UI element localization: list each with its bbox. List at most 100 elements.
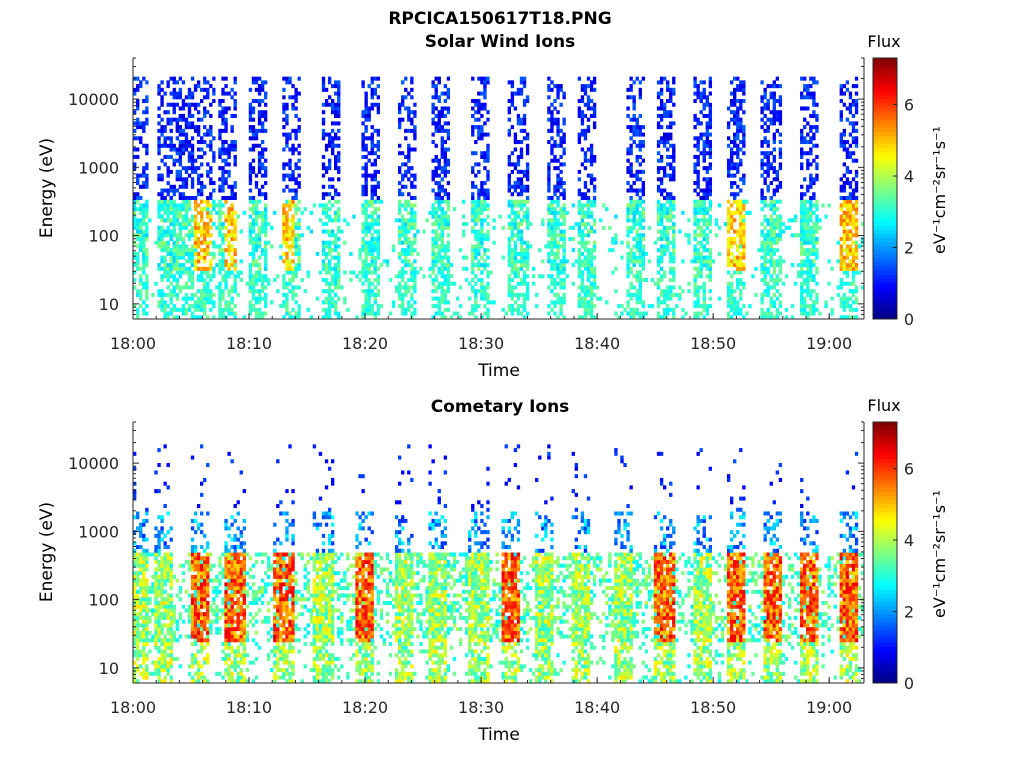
heatmap-cell [410,181,414,186]
heatmap-cell [471,203,475,208]
heatmap-cell [376,218,381,223]
heatmap-cell [605,300,609,305]
heatmap-cell [577,99,582,104]
heatmap-cell [337,113,341,118]
heatmap-cell [413,110,417,115]
heatmap-cell [379,304,384,309]
heatmap-cell [672,199,676,204]
heatmap-cell [519,222,524,227]
heatmap-cell [586,147,591,152]
heatmap-cell [257,236,262,241]
heatmap-cell [297,117,301,122]
heatmap-cell [434,311,438,316]
heatmap-cell [513,259,518,264]
heatmap-cell [218,147,222,152]
heatmap-cell [553,214,557,219]
heatmap-cell [181,184,186,189]
heatmap-cell [324,270,329,275]
heatmap-cell [139,84,143,89]
heatmap-cell [638,199,642,204]
heatmap-cell [471,132,475,137]
heatmap-cell [221,195,225,200]
heatmap-cell [410,270,414,275]
heatmap-cell [516,311,521,316]
heatmap-cell [525,240,530,245]
heatmap-cell [440,285,444,290]
heatmap-cell [440,270,444,275]
heatmap-cell [260,87,265,92]
heatmap-cell [285,214,289,219]
heatmap-cell [251,207,256,212]
heatmap-cell [431,84,435,89]
heatmap-cell [769,195,773,200]
heatmap-cell [803,207,807,212]
heatmap-cell [696,240,700,245]
heatmap-cell [330,240,335,245]
heatmap-cell [157,106,161,111]
heatmap-cell [800,307,804,312]
heatmap-cell [337,166,341,171]
heatmap-cell [513,136,518,141]
heatmap-cell [772,91,776,96]
heatmap-cell [260,80,265,85]
heatmap-cell [800,244,804,249]
heatmap-cell [285,244,289,249]
heatmap-cell [376,251,381,256]
heatmap-cell [638,225,642,230]
heatmap-cell [809,270,813,275]
heatmap-cell [218,304,222,309]
heatmap-cell [656,188,661,193]
heatmap-cell [589,225,594,230]
heatmap-cell [434,169,438,174]
heatmap-cell [562,218,566,223]
heatmap-cell [330,84,335,89]
heatmap-cell [547,311,551,316]
heatmap-cell [800,128,804,133]
heatmap-cell [708,91,713,96]
heatmap-cell [471,113,475,118]
heatmap-cell [562,240,566,245]
heatmap-cell [196,315,201,320]
heatmap-cell [693,154,697,159]
heatmap-cell [142,307,146,312]
heatmap-cell [702,218,706,223]
heatmap-cell [809,199,813,204]
heatmap-cell [550,117,554,122]
heatmap-cell [562,266,566,271]
heatmap-cell [397,240,402,245]
heatmap-cell [559,84,563,89]
heatmap-cell [513,274,518,279]
heatmap-cell [376,281,381,286]
heatmap-cell [440,289,444,294]
heatmap-cell [629,95,633,100]
heatmap-cell [471,192,475,197]
heatmap-cell [699,304,703,309]
heatmap-cell [196,188,201,193]
heatmap-cell [739,106,743,111]
heatmap-cell [772,210,776,215]
heatmap-cell [626,87,630,92]
heatmap-cell [327,207,332,212]
heatmap-cell [227,154,231,159]
heatmap-cell [556,181,560,186]
heatmap-cell [218,289,222,294]
heatmap-cell [187,248,192,253]
heatmap-cell [285,106,289,111]
heatmap-cell [190,292,195,297]
heatmap-cell [178,184,183,189]
heatmap-cell [334,240,338,245]
heatmap-cell [516,222,521,227]
heatmap-cell [376,184,381,189]
heatmap-cell [583,266,588,271]
heatmap-cell [705,255,709,260]
heatmap-cell [407,244,411,249]
heatmap-cell [583,84,588,89]
heatmap-cell [434,91,438,96]
heatmap-cell [562,315,566,320]
heatmap-cell [736,147,740,152]
heatmap-cell [297,263,301,268]
heatmap-cell [248,181,253,186]
heatmap-cell [193,259,198,264]
heatmap-cell [224,177,228,182]
heatmap-cell [800,281,804,286]
